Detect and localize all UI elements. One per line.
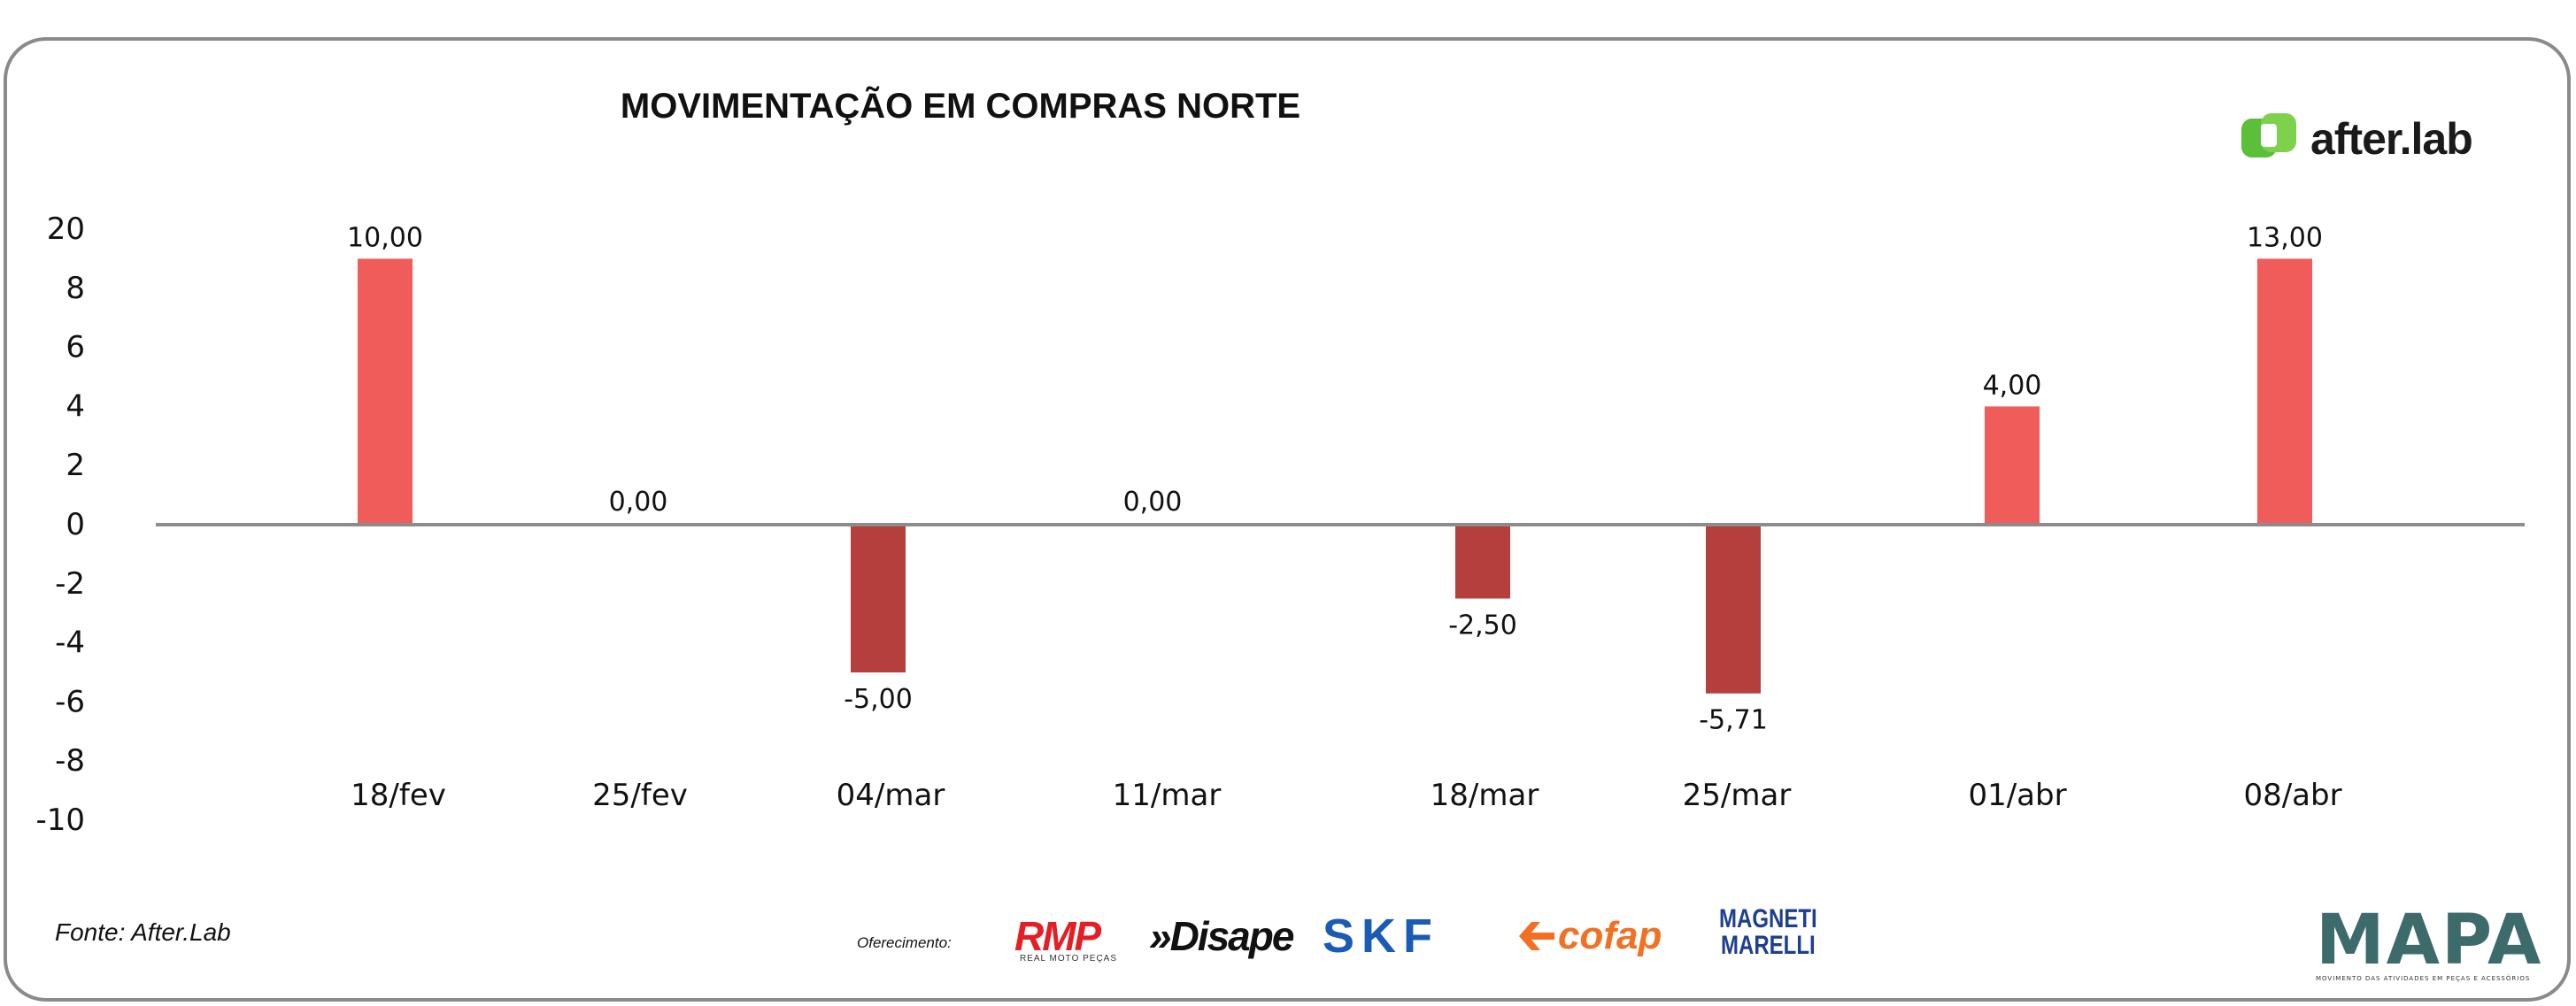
rmp-subtitle: REAL MOTO PEÇAS bbox=[1020, 954, 1118, 964]
data-label: 13,00 bbox=[2247, 222, 2323, 253]
x-tick-label: 25/fev bbox=[592, 778, 688, 813]
chart-frame bbox=[4, 37, 2571, 1002]
y-tick-label: -2 bbox=[55, 566, 85, 602]
bar bbox=[1706, 525, 1761, 694]
y-tick-label: 4 bbox=[66, 388, 85, 424]
cofap-name: cofap bbox=[1558, 914, 1662, 957]
bar bbox=[1455, 525, 1510, 599]
chart-title: MOVIMENTAÇÃO EM COMPRAS NORTE bbox=[620, 87, 1301, 126]
x-tick-label: 08/abr bbox=[2243, 778, 2341, 813]
y-tick-label: 0 bbox=[66, 507, 85, 542]
rmp-name: RMP bbox=[1014, 913, 1101, 959]
magneti-marelli-logo: MAGNETI MARELLI bbox=[1719, 904, 1817, 960]
y-tick-label: -10 bbox=[35, 802, 85, 838]
y-tick-label: -6 bbox=[55, 684, 85, 719]
x-tick-label: 04/mar bbox=[837, 778, 945, 813]
bar bbox=[358, 258, 413, 525]
disape-logo: »Disape bbox=[1149, 913, 1294, 959]
y-tick-label: -8 bbox=[55, 743, 85, 779]
sponsor-label: Oferecimento: bbox=[857, 934, 952, 951]
marelli-word: MARELLI bbox=[1721, 931, 1816, 960]
rmp-logo: RMP REAL MOTO PEÇAS bbox=[1014, 911, 1116, 964]
data-label: 0,00 bbox=[609, 487, 668, 518]
data-label: 0,00 bbox=[1123, 487, 1183, 518]
x-tick-label: 01/abr bbox=[1968, 778, 2066, 813]
x-tick-label: 18/fev bbox=[351, 778, 446, 813]
y-tick-label: 6 bbox=[66, 330, 85, 365]
mapa-name: MAPA bbox=[2316, 901, 2543, 980]
data-label: 10,00 bbox=[347, 222, 423, 253]
bar bbox=[2257, 258, 2312, 525]
x-tick-label: 18/mar bbox=[1431, 778, 1539, 813]
data-label: 4,00 bbox=[1983, 370, 2042, 401]
y-tick-label: 2 bbox=[66, 448, 85, 483]
x-tick-label: 11/mar bbox=[1113, 778, 1222, 813]
x-tick-label: 25/mar bbox=[1683, 778, 1792, 813]
mapa-subtitle: MOVIMENTO DAS ATIVIDADES EM PEÇAS E ACES… bbox=[2316, 975, 2531, 982]
source-note: Fonte: After.Lab bbox=[55, 918, 231, 946]
data-label: -5,00 bbox=[844, 684, 913, 715]
cofap-logo: cofap bbox=[1516, 911, 1662, 961]
afterlab-name: after.lab bbox=[2310, 114, 2473, 164]
y-tick-label: 20 bbox=[47, 211, 85, 247]
afterlab-icon bbox=[2241, 113, 2296, 157]
bar bbox=[851, 525, 906, 672]
bar bbox=[1985, 406, 2040, 525]
data-label: -2,50 bbox=[1448, 611, 1517, 641]
mapa-logo: MAPA MOVIMENTO DAS ATIVIDADES EM PEÇAS E… bbox=[2316, 901, 2543, 982]
magneti-word: MAGNETI bbox=[1719, 904, 1817, 933]
cofap-icon bbox=[1519, 922, 1554, 950]
y-tick-label: 8 bbox=[66, 271, 85, 306]
y-tick-label: -4 bbox=[55, 626, 85, 661]
afterlab-logo: after.lab bbox=[2240, 111, 2487, 168]
skf-logo: SKF bbox=[1323, 910, 1439, 963]
data-label: -5,71 bbox=[1699, 705, 1768, 736]
